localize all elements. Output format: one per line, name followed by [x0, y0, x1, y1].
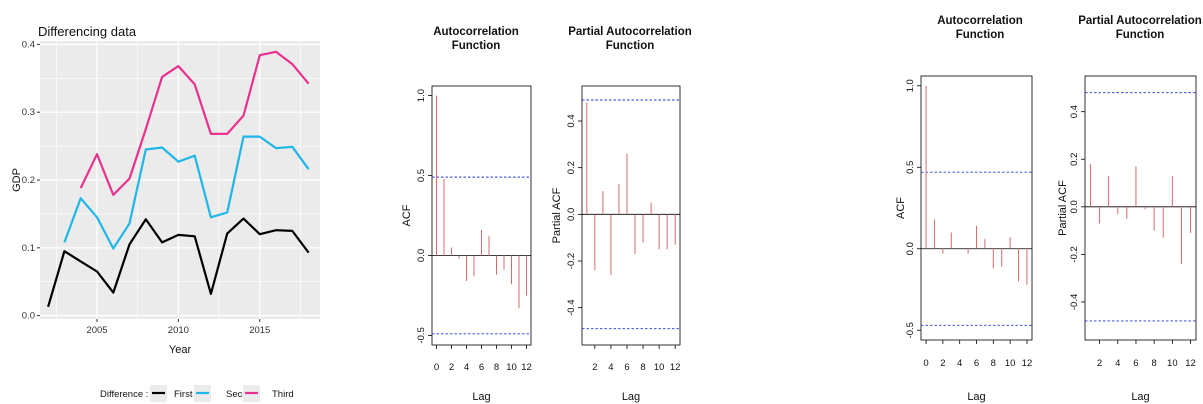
correlogram-panel-2: Partial Autocorrelation Function -0.4 -0.2 0… — [551, 26, 692, 403]
y-tick-label: 1.0 — [905, 79, 916, 92]
x-tick-label: 4 — [1115, 358, 1120, 369]
correlogram-panel-1: Autocorrelation Function -0.5 0.0 0.5 1.0 0 2 4 6… — [401, 26, 532, 403]
plot-frame — [431, 85, 532, 346]
panel-title-line: Function — [606, 40, 655, 52]
x-axis-label: Year — [169, 344, 192, 356]
x-tick-label: 6 — [624, 362, 629, 373]
y-tick-label: -0.5 — [416, 327, 427, 343]
x-tick-label: 2015 — [249, 325, 270, 336]
y-tick-label: -0.5 — [905, 322, 916, 338]
x-tick-label: 12 — [670, 362, 681, 373]
y-tick-label: 0.4 — [22, 39, 35, 50]
x-tick-label: 4 — [608, 362, 613, 373]
x-tick-label: 0 — [434, 362, 439, 373]
y-tick-label: 0.3 — [22, 107, 35, 118]
x-tick-label: 4 — [464, 362, 469, 373]
y-tick-label: 0.1 — [22, 243, 35, 254]
y-axis-label: ACF — [895, 197, 907, 219]
x-axis-label: Lag — [622, 391, 640, 403]
x-tick-label: 2 — [1097, 358, 1102, 369]
chart-title: Differencing data — [38, 24, 137, 39]
panel-title-line: Partial Autocorrelation — [1078, 15, 1202, 27]
y-tick-label: -0.2 — [1069, 246, 1080, 262]
correlogram-panel-3: Autocorrelation Function -0.5 0.0 0.5 1.0 0 2 4 6… — [895, 15, 1033, 403]
plot-frame — [581, 85, 681, 346]
y-tick-label: 0.2 — [1069, 153, 1080, 166]
x-tick-label: 10 — [506, 362, 517, 373]
legend-label: Third — [272, 389, 294, 400]
y-tick-label: 0.0 — [22, 311, 35, 322]
x-tick-label: 2 — [940, 358, 945, 369]
x-tick-label: 2005 — [86, 325, 107, 336]
panel-title-line: Function — [1116, 29, 1165, 41]
x-tick-label: 6 — [1133, 358, 1138, 369]
y-tick-label: 0.0 — [905, 242, 916, 255]
panel-title-line: Partial Autocorrelation — [568, 26, 692, 38]
panel-title: Partial Autocorrelation Function — [568, 26, 692, 52]
y-axis-label: Partial ACF — [1057, 180, 1069, 236]
x-tick-label: 8 — [1151, 358, 1156, 369]
y-tick-label: -0.4 — [1069, 294, 1080, 310]
plot-frame — [1084, 75, 1197, 341]
legend-label: Second — [226, 389, 258, 400]
x-tick-label: 12 — [1185, 358, 1196, 369]
panel-title-line: Function — [452, 40, 501, 52]
x-tick-label: 10 — [1005, 358, 1016, 369]
panel-title: Autocorrelation Function — [937, 15, 1023, 41]
x-tick-label: 10 — [654, 362, 665, 373]
y-axis-label: ACF — [401, 204, 413, 226]
x-axis-label: Lag — [472, 391, 490, 403]
series-line-first — [47, 217, 310, 308]
y-tick-label: -0.4 — [566, 299, 577, 315]
y-tick-label: 0.4 — [1069, 105, 1080, 118]
x-tick-label: 8 — [991, 358, 996, 369]
x-tick-label: 4 — [957, 358, 962, 369]
y-tick-label: 0.5 — [416, 169, 427, 182]
y-tick-label: 0.0 — [416, 249, 427, 262]
panel-title: Autocorrelation Function — [433, 26, 519, 52]
series-line-third — [79, 50, 310, 196]
x-tick-label: 12 — [521, 362, 532, 373]
x-tick-label: 12 — [1022, 358, 1033, 369]
plot-frame — [920, 75, 1033, 341]
legend-title: Difference : — [100, 389, 148, 400]
y-tick-label: 0.0 — [1069, 200, 1080, 213]
y-axis-label: GDP — [11, 168, 23, 192]
x-tick-label: 6 — [974, 358, 979, 369]
legend-label: First — [174, 389, 193, 400]
y-tick-label: 0.4 — [566, 114, 577, 127]
y-axis-label: Partial ACF — [551, 187, 563, 243]
x-tick-label: 2010 — [168, 325, 189, 336]
x-tick-label: 6 — [479, 362, 484, 373]
correlogram-panel-4: Partial Autocorrelation Function -0.4 -0.2 0… — [1057, 15, 1202, 403]
y-tick-label: 0.2 — [566, 161, 577, 174]
x-tick-label: 0 — [923, 358, 928, 369]
y-tick-label: 0.0 — [566, 208, 577, 221]
x-tick-label: 2 — [449, 362, 454, 373]
panel-title-line: Autocorrelation — [937, 15, 1023, 27]
panel-title-line: Function — [956, 29, 1005, 41]
x-tick-label: 10 — [1167, 358, 1178, 369]
y-tick-label: 1.0 — [416, 89, 427, 102]
panel-title: Partial Autocorrelation Function — [1078, 15, 1202, 41]
x-tick-label: 2 — [592, 362, 597, 373]
x-tick-label: 8 — [494, 362, 499, 373]
line-chart: Differencing data 0.0 0.1 0.2 0.3 0.4 2005 2010… — [11, 24, 320, 402]
y-tick-label: 0.2 — [22, 175, 35, 186]
y-tick-label: -0.2 — [566, 253, 577, 269]
x-axis-label: Lag — [967, 391, 985, 403]
x-axis-label: Lag — [1131, 391, 1149, 403]
y-tick-label: 0.5 — [905, 161, 916, 174]
panel-title-line: Autocorrelation — [433, 26, 519, 38]
series-line-second — [63, 135, 310, 250]
x-tick-label: 8 — [640, 362, 645, 373]
